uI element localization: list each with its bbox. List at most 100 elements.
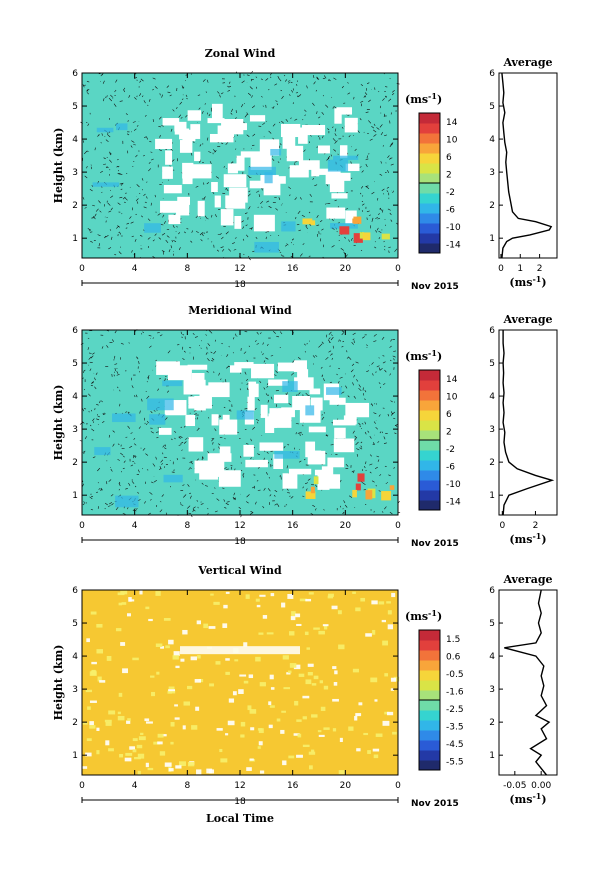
data-gap (162, 166, 173, 179)
x-tick-label: 0 (79, 781, 85, 791)
average-frame (498, 72, 558, 259)
data-gap (282, 473, 298, 489)
field-cell (266, 632, 274, 635)
field-cell (206, 768, 213, 774)
x-tick-label: 20 (340, 781, 352, 791)
field-cell (250, 727, 255, 731)
y-axis-label: Height (km) (52, 645, 65, 721)
data-gap (234, 362, 254, 369)
field-cell (86, 638, 90, 643)
data-gap (188, 396, 212, 409)
field-cell (140, 732, 144, 736)
field-cell (223, 604, 228, 609)
colorbar-swatch (419, 480, 440, 491)
data-gap (344, 117, 358, 133)
colorbar-swatch (419, 233, 440, 244)
colorbar-unit: (ms-1) (405, 91, 442, 106)
avg-y-tick-label: 5 (489, 102, 495, 112)
field-cell (182, 725, 186, 730)
field-cell (373, 754, 379, 759)
field-cell (127, 718, 131, 721)
data-gap (162, 118, 180, 126)
field-cell (187, 761, 195, 767)
colorbar-swatch (419, 710, 440, 721)
colorbar-swatch (419, 430, 440, 441)
warm-patch (362, 232, 371, 241)
colorbar-tick-label: 14 (446, 118, 458, 128)
field-cell (183, 701, 191, 706)
avg-x-tick-label: -0.05 (503, 781, 526, 791)
field-cell (391, 592, 396, 598)
colorbar-swatch (419, 213, 440, 224)
field-cell (390, 688, 395, 691)
field-cell (203, 623, 209, 629)
colorbar-tick-label: -2 (446, 188, 455, 198)
field-cell (323, 624, 328, 630)
data-gap (236, 155, 245, 171)
field-cell (82, 766, 88, 769)
avg-y-tick-label: 3 (489, 425, 495, 435)
data-gap (329, 397, 346, 405)
data-gap (248, 383, 259, 398)
data-gap (223, 174, 247, 188)
field-cell (308, 765, 313, 770)
field-cell (117, 711, 121, 715)
x-tick-label: 0 (395, 264, 401, 274)
month-label: Nov 2015 (411, 282, 459, 292)
field-cell (387, 610, 392, 615)
y-tick-label: 6 (72, 586, 78, 596)
colorbar-swatch (419, 500, 440, 511)
data-gap (345, 163, 360, 172)
data-gap (317, 145, 330, 154)
data-gap (165, 150, 173, 165)
colorbar-swatch (419, 193, 440, 204)
data-gap (156, 361, 180, 375)
field-cell (306, 647, 311, 650)
x-tick-label: 8 (184, 264, 190, 274)
field-cell (354, 716, 358, 721)
data-gap (227, 163, 238, 174)
field-cell (289, 631, 295, 636)
field-cell (280, 729, 285, 734)
field-cell (96, 727, 100, 731)
field-cell (180, 658, 185, 662)
x-tick-label: 4 (132, 521, 138, 531)
data-gap (182, 162, 194, 179)
y-tick-label: 5 (72, 619, 78, 629)
field-cell (356, 748, 361, 752)
field-cell (172, 655, 179, 660)
colorbar-unit: (ms-1) (405, 348, 442, 363)
colorbar-swatch (419, 720, 440, 731)
field-cell (117, 715, 125, 721)
blue-patch (92, 182, 120, 187)
y-tick-label: 3 (72, 168, 78, 178)
blue-patch (115, 495, 139, 508)
colorbar-swatch (419, 143, 440, 154)
field-cell (338, 644, 345, 650)
field-cell (216, 728, 223, 731)
field-cell (90, 611, 97, 615)
field-cell (375, 733, 383, 737)
field-cell (248, 674, 254, 679)
field-cell (268, 724, 273, 729)
colorbar-tick-label: -14 (446, 497, 461, 507)
field-cell (106, 655, 112, 661)
field-cell (144, 718, 150, 722)
field-cell (174, 717, 180, 720)
field-cell (304, 631, 309, 636)
field-cell (215, 661, 221, 665)
field-cell (311, 749, 315, 753)
field-cell (86, 738, 92, 742)
y-tick-label: 3 (72, 425, 78, 435)
y-tick-label: 2 (72, 458, 78, 468)
data-gap (247, 396, 255, 411)
data-gap (218, 470, 241, 487)
field-cell (384, 711, 390, 715)
average-title: Average (502, 313, 552, 326)
data-gap (179, 140, 193, 153)
field-cell (386, 711, 394, 716)
x-tick-label: 0 (79, 521, 85, 531)
field-cell (294, 700, 299, 706)
data-gap (180, 208, 188, 215)
